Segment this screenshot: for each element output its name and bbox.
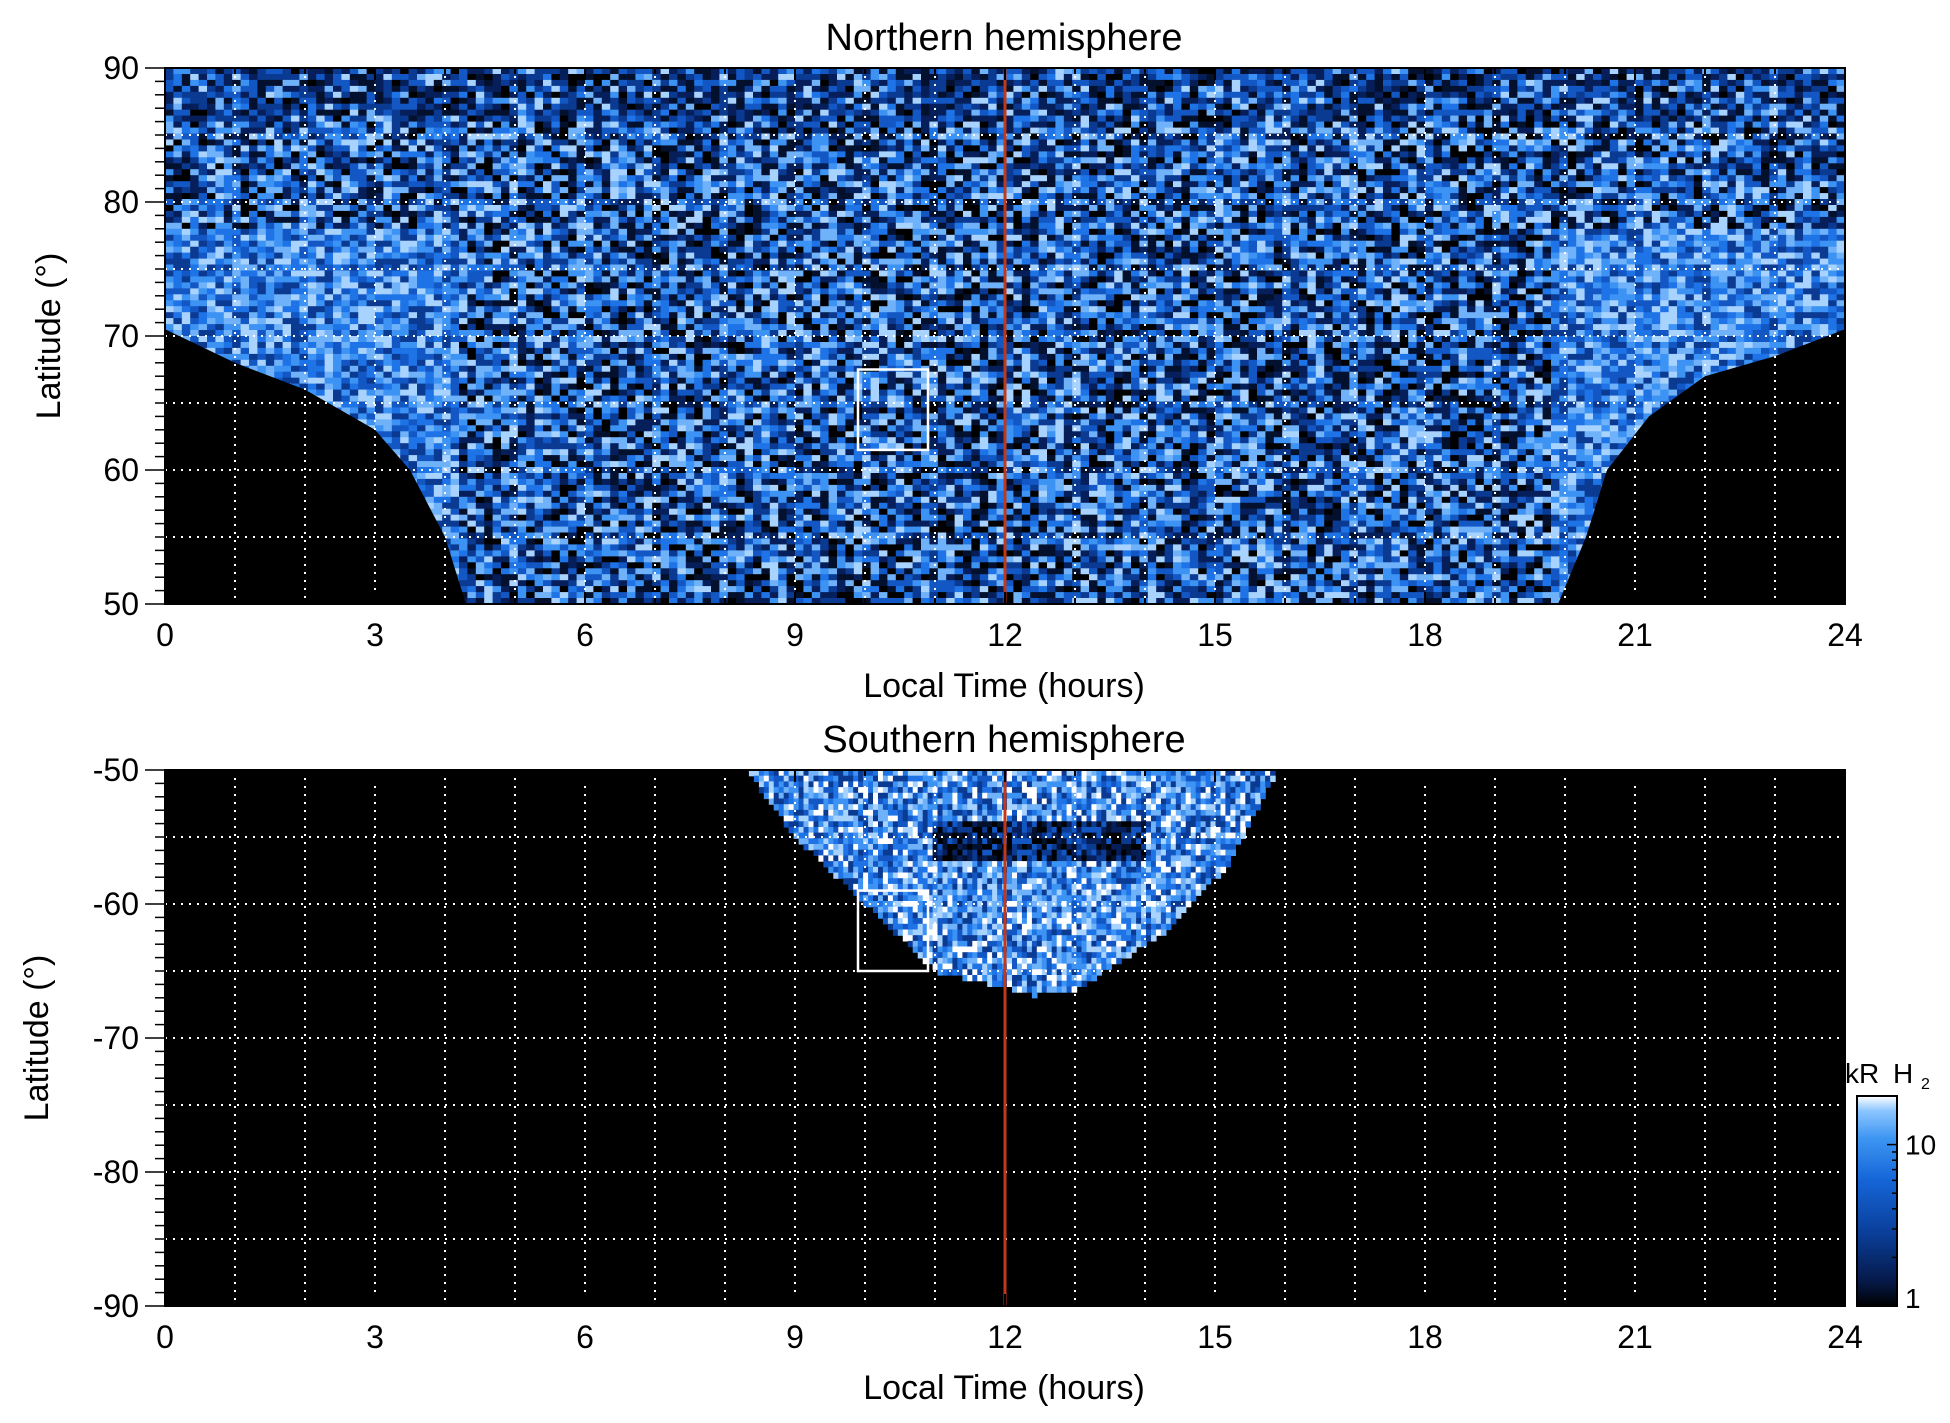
- x-tick-label: 15: [1197, 1319, 1233, 1355]
- y-tick-label: 90: [103, 50, 139, 86]
- colorbar-gradient: [1857, 1096, 1897, 1306]
- x-tick-label: 18: [1407, 617, 1443, 653]
- y-tick-label: 50: [103, 586, 139, 622]
- south-y-axis-label: Latitude (°): [18, 955, 56, 1122]
- y-tick-label: -70: [93, 1020, 139, 1056]
- y-tick-label: -80: [93, 1154, 139, 1190]
- south-x-tick-labels: 0 3 6 9 12 15 18 21 24: [156, 1319, 1863, 1355]
- southern-hemisphere-panel: Southern hemisphere 0 3 6 9 12 15 18 21 24 -50 -6…: [18, 719, 1863, 1407]
- colorbar-species: H: [1893, 1058, 1913, 1089]
- x-tick-label: 0: [156, 617, 174, 653]
- y-tick-label: -50: [93, 752, 139, 788]
- x-tick-label: 9: [786, 617, 804, 653]
- y-tick-label: 80: [103, 184, 139, 220]
- y-tick-label: -60: [93, 886, 139, 922]
- northern-hemisphere-panel: Northern hemisphere 0 3 6 9 12 15 18 21 24 50 60 7…: [30, 17, 1863, 705]
- x-tick-label: 18: [1407, 1319, 1443, 1355]
- x-tick-label: 24: [1827, 1319, 1863, 1355]
- north-y-tick-labels: 50 60 70 80 90: [103, 50, 139, 622]
- north-x-tick-labels: 0 3 6 9 12 15 18 21 24: [156, 617, 1863, 653]
- south-title: Southern hemisphere: [822, 719, 1185, 761]
- x-tick-label: 0: [156, 1319, 174, 1355]
- y-tick-label: 60: [103, 452, 139, 488]
- x-tick-label: 15: [1197, 617, 1233, 653]
- colorbar: kR H 2 1 10: [1845, 1058, 1936, 1314]
- x-tick-label: 9: [786, 1319, 804, 1355]
- colorbar-subscript: 2: [1921, 1076, 1930, 1093]
- y-tick-label: 70: [103, 318, 139, 354]
- x-tick-label: 24: [1827, 617, 1863, 653]
- north-x-axis-label: Local Time (hours): [863, 667, 1145, 705]
- x-tick-label: 6: [576, 1319, 594, 1355]
- y-tick-label: -90: [93, 1288, 139, 1324]
- colorbar-units: kR: [1845, 1058, 1879, 1089]
- north-title: Northern hemisphere: [826, 17, 1183, 59]
- x-tick-label: 12: [987, 617, 1023, 653]
- north-y-axis-label: Latitude (°): [30, 253, 68, 420]
- south-x-axis-label: Local Time (hours): [863, 1369, 1145, 1407]
- x-tick-label: 3: [366, 617, 384, 653]
- x-tick-label: 3: [366, 1319, 384, 1355]
- x-tick-label: 12: [987, 1319, 1023, 1355]
- colorbar-tick-label: 1: [1905, 1283, 1921, 1314]
- x-tick-label: 21: [1617, 617, 1653, 653]
- colorbar-title: kR H 2: [1845, 1058, 1930, 1093]
- south-y-tick-labels: -50 -60 -70 -80 -90: [93, 752, 139, 1324]
- colorbar-tick-label: 10: [1905, 1130, 1936, 1161]
- x-tick-label: 21: [1617, 1319, 1653, 1355]
- x-tick-label: 6: [576, 617, 594, 653]
